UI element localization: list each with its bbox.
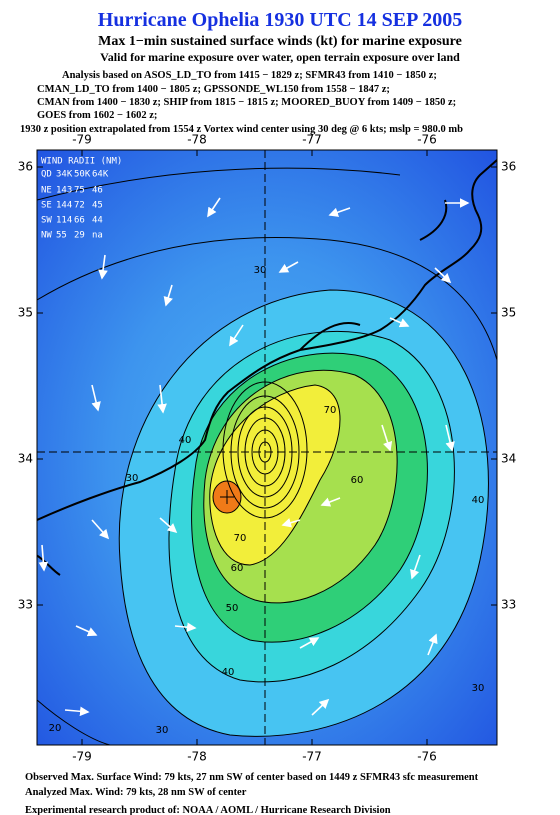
lat-label: 36 [18, 160, 33, 174]
contour-label: 50 [226, 603, 239, 614]
wind-radii-cell: 75 [74, 186, 85, 196]
lat-label: 35 [18, 306, 33, 320]
title: Hurricane Ophelia 1930 UTC 14 SEP 2005 [98, 9, 462, 31]
lat-label: 35 [501, 306, 516, 320]
footer-line: Experimental research product of: NOAA /… [25, 805, 391, 815]
lat-label: 34 [18, 452, 33, 466]
wind-radii-header: 64K [92, 170, 109, 180]
wind-radii-cell: 143 [56, 186, 72, 196]
wind-radii-cell: NW [41, 231, 52, 241]
wind-radii-cell: 114 [56, 216, 72, 226]
wind-radii-cell: 29 [74, 231, 85, 241]
wind-radii-header: QD [41, 170, 52, 180]
map [37, 150, 497, 745]
lon-label: -78 [187, 133, 207, 147]
wind-radii-cell: SE [41, 201, 52, 211]
lon-label: -77 [302, 750, 322, 764]
contour-label: 40 [222, 667, 235, 678]
wind-radii-cell: 72 [74, 201, 85, 211]
contour-label: 30 [254, 265, 267, 276]
validity: Valid for marine exposure over water, op… [100, 50, 460, 64]
lon-label: -77 [302, 133, 322, 147]
map-frame [36, 149, 498, 746]
wind-radii-cell: SW [41, 216, 52, 226]
contour-label: 60 [351, 475, 364, 486]
wind-radii-header: 50K [74, 170, 91, 180]
wind-radii-cell: 66 [74, 216, 85, 226]
lon-label: -79 [72, 133, 92, 147]
coastline [37, 159, 497, 576]
max-wind-marker [220, 490, 234, 504]
wind-radii-cell: 44 [92, 216, 103, 226]
contour-label: 20 [49, 723, 62, 734]
lat-label: 36 [501, 160, 516, 174]
contour-label: 30 [126, 473, 139, 484]
wind-radii-cell: 55 [56, 231, 67, 241]
lat-label: 34 [501, 452, 516, 466]
lat-label: 33 [501, 598, 516, 612]
wind-radii-header: 34K [56, 170, 73, 180]
contour-label: 40 [472, 495, 485, 506]
lon-label: -76 [417, 750, 437, 764]
wind-radii-title: WIND RADII (NM) [41, 157, 122, 167]
footer-line: Observed Max. Surface Wind: 79 kts, 27 n… [25, 772, 479, 783]
contour-label: 70 [234, 533, 247, 544]
contour-label: 30 [156, 725, 169, 736]
lon-label: -78 [187, 750, 207, 764]
contour-label: 30 [472, 683, 485, 694]
contour-label: 70 [324, 405, 337, 416]
outer-contours [37, 167, 497, 745]
wind-radii-cell: na [92, 231, 103, 241]
contour-label: 40 [179, 435, 192, 446]
wind-vectors [38, 197, 470, 717]
wind-radii-cell: 144 [56, 201, 72, 211]
footer-line: Analyzed Max. Wind: 79 kts, 28 nm SW of … [25, 787, 247, 798]
analysis-line: CMAN from 1400 − 1830 z; SHIP from 1815 … [37, 97, 456, 108]
lon-label: -79 [72, 750, 92, 764]
subtitle: Max 1−min sustained surface winds (kt) f… [98, 34, 462, 49]
contour-label: 60 [231, 563, 244, 574]
analysis-line: GOES from 1602 − 1602 z; [37, 110, 157, 121]
wind-radii-cell: 45 [92, 201, 103, 211]
analysis-line: CMAN_LD_TO from 1400 − 1805 z; GPSSONDE_… [37, 84, 390, 95]
lon-label: -76 [417, 133, 437, 147]
wind-radii-cell: 46 [92, 186, 103, 196]
analysis-line: Analysis based on ASOS_LD_TO from 1415 −… [62, 70, 437, 81]
wind-radii-cell: NE [41, 186, 52, 196]
position-note: 1930 z position extrapolated from 1554 z… [20, 124, 463, 135]
lat-label: 33 [18, 598, 33, 612]
